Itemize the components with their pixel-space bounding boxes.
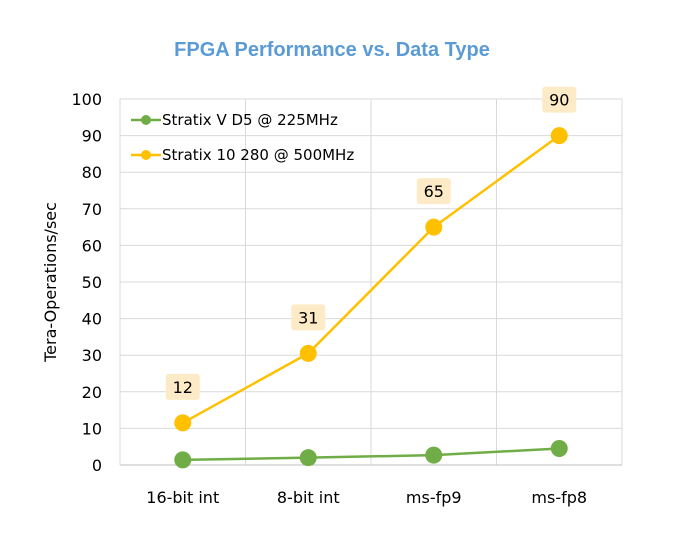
x-tick-label: ms-fp9 xyxy=(406,488,462,507)
data-label-box xyxy=(416,178,451,205)
y-tick-label: 90 xyxy=(82,127,102,146)
data-point xyxy=(299,449,317,467)
grid xyxy=(119,98,623,466)
data-point xyxy=(299,344,317,362)
y-tick-label: 10 xyxy=(82,419,102,438)
legend-entry: Stratix 10 280 @ 500MHz xyxy=(162,146,354,164)
legend: Stratix V D5 @ 225MHz Stratix 10 280 @ 50… xyxy=(131,111,354,164)
x-tick-label: 8-bit int xyxy=(277,488,340,507)
data-label-box xyxy=(542,86,577,113)
y-tick-label: 30 xyxy=(82,346,102,365)
data-label-box xyxy=(291,304,326,331)
y-tick-label: 40 xyxy=(82,310,102,329)
y-tick-label: 50 xyxy=(82,273,102,292)
series xyxy=(174,127,568,469)
data-point xyxy=(174,451,192,469)
data-point xyxy=(174,414,192,432)
legend-marker xyxy=(141,115,151,125)
y-axis-title: Tera-Operations/sec xyxy=(41,202,60,363)
y-tick-label: 70 xyxy=(82,200,102,219)
x-tick-label: ms-fp8 xyxy=(531,488,587,507)
y-tick-label: 60 xyxy=(82,236,102,255)
axes: 0 10 20 30 40 50 60 70 80 90 100 16-bit int 8-bit in… xyxy=(71,90,622,507)
data-point xyxy=(550,127,568,145)
data-point xyxy=(425,446,443,464)
y-tick-label: 80 xyxy=(82,163,102,182)
data-label: 31 xyxy=(298,308,318,327)
data-label: 90 xyxy=(549,91,569,110)
data-point xyxy=(550,440,568,458)
data-point xyxy=(425,218,443,236)
data-label: 12 xyxy=(173,378,193,397)
y-tick-label: 20 xyxy=(82,383,102,402)
y-tick-label: 100 xyxy=(71,90,102,109)
x-tick-label: 16-bit int xyxy=(146,488,219,507)
data-labels: 12 31 65 90 xyxy=(165,86,577,400)
data-label: 65 xyxy=(424,182,444,201)
data-label-box xyxy=(165,373,200,400)
series-line xyxy=(182,447,560,462)
chart-title: FPGA Performance vs. Data Type xyxy=(174,39,490,61)
legend-marker xyxy=(141,150,151,160)
y-tick-label: 0 xyxy=(92,456,102,475)
series-line xyxy=(182,134,560,425)
legend-entry: Stratix V D5 @ 225MHz xyxy=(162,111,338,129)
